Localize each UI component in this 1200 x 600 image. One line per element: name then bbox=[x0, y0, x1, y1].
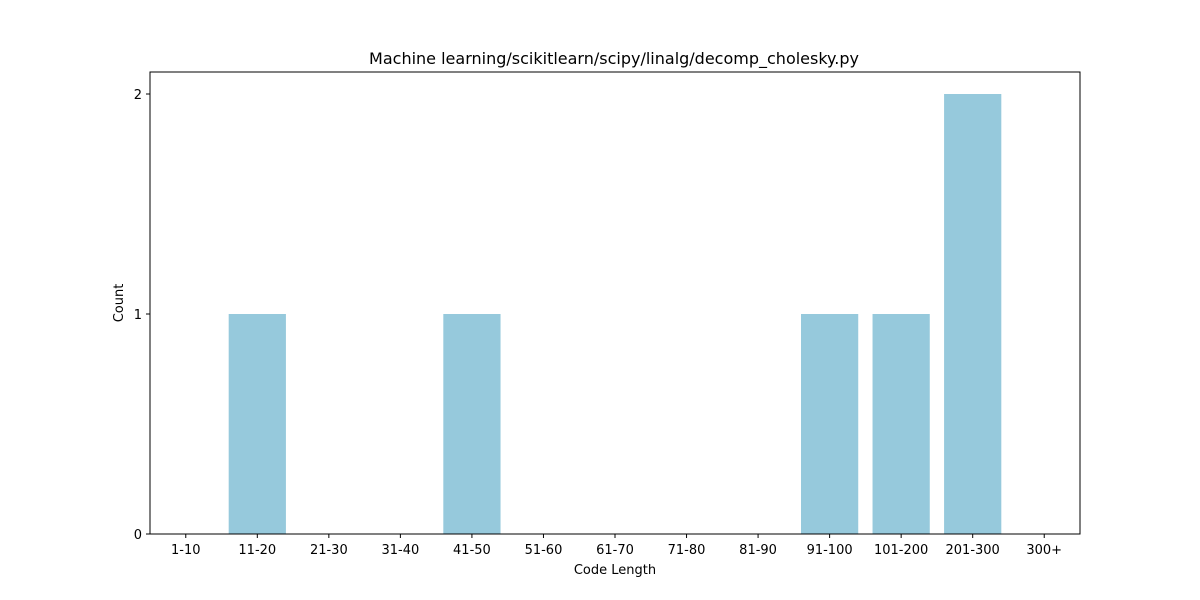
x-tick-label: 201-300 bbox=[946, 543, 1000, 558]
x-tick-label: 61-70 bbox=[596, 543, 634, 558]
x-tick-label: 71-80 bbox=[668, 543, 706, 558]
x-tick-label: 81-90 bbox=[739, 543, 777, 558]
bar-201-300 bbox=[944, 94, 1002, 534]
x-axis-label: Code Length bbox=[574, 563, 656, 578]
y-tick-label: 1 bbox=[134, 308, 142, 323]
x-tick-label: 101-200 bbox=[874, 543, 928, 558]
x-tick-label: 91-100 bbox=[807, 543, 853, 558]
x-tick-label: 41-50 bbox=[453, 543, 491, 558]
bars-group bbox=[228, 94, 1002, 534]
y-tick-label: 0 bbox=[134, 528, 142, 543]
x-tick-label: 11-20 bbox=[238, 543, 276, 558]
x-tick-label: 31-40 bbox=[381, 543, 419, 558]
x-tick-label: 1-10 bbox=[171, 543, 201, 558]
y-axis-label: Count bbox=[112, 284, 127, 323]
bar-41-50 bbox=[443, 314, 501, 534]
x-tick-label: 21-30 bbox=[310, 543, 348, 558]
bar-91-100 bbox=[801, 314, 859, 534]
y-axis-ticks: 0 1 2 bbox=[134, 88, 150, 543]
x-tick-label: 51-60 bbox=[525, 543, 563, 558]
y-tick-label: 2 bbox=[134, 88, 142, 103]
bar-11-20 bbox=[228, 314, 286, 534]
x-tick-label: 300+ bbox=[1026, 543, 1062, 558]
chart-title: Machine learning/scikitlearn/scipy/linal… bbox=[369, 49, 859, 69]
x-axis-ticks: 1-10 11-20 21-30 31-40 41-50 51-60 61-70 71-80 8… bbox=[171, 534, 1062, 558]
plot-area-frame bbox=[149, 71, 1081, 535]
bar-101-200 bbox=[872, 314, 930, 534]
